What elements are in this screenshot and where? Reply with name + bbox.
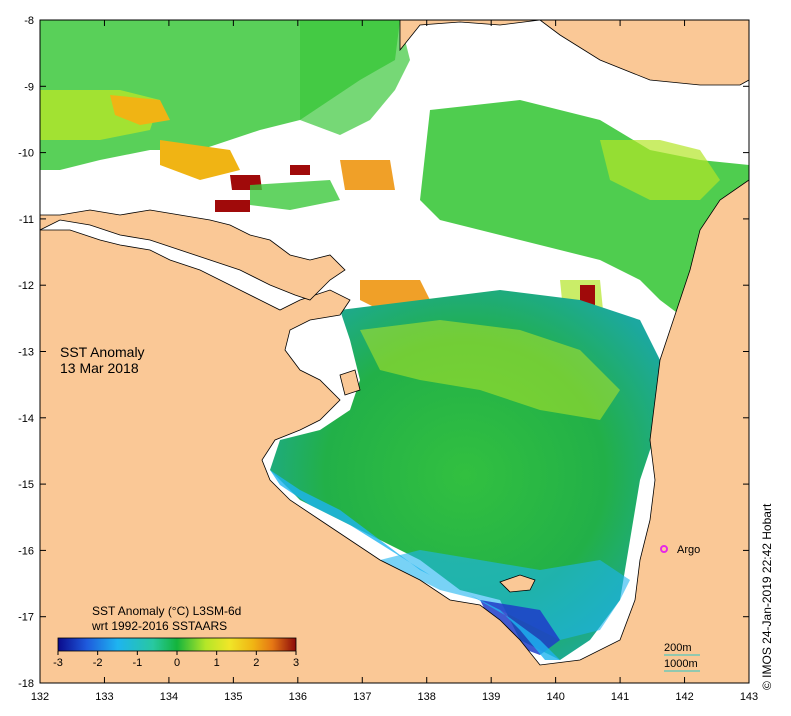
lat-tick-label: -10 xyxy=(18,148,34,160)
colorbar-tick-label: -2 xyxy=(93,657,103,669)
longitude-axis: 132 133 134 135 136 137 138 139 140 141 142 143 xyxy=(31,20,758,703)
colorbar-tick-label: 0 xyxy=(174,657,180,669)
colorbar-tick-label: -3 xyxy=(53,657,63,669)
lon-tick-label: 136 xyxy=(289,691,307,703)
gulf-warm-band xyxy=(360,320,620,420)
lon-tick-label: 140 xyxy=(546,691,564,703)
north-sst-patches xyxy=(40,20,410,212)
map-title-line2: 13 Mar 2018 xyxy=(60,360,139,376)
argo-label: Argo xyxy=(677,544,700,556)
lon-tick-label: 141 xyxy=(611,691,629,703)
contour-legend-1000m: 1000m xyxy=(664,658,698,670)
argo-icon xyxy=(660,545,668,553)
gulf-cool-band xyxy=(380,550,630,640)
lat-tick-label: -15 xyxy=(18,479,34,491)
lon-tick-label: 133 xyxy=(95,691,113,703)
lat-tick-label: -8 xyxy=(24,15,34,27)
land xyxy=(40,20,749,683)
central-sst-field xyxy=(360,100,749,360)
contour-legend-200m: 200m xyxy=(664,642,692,654)
colorbar-tick-label: 1 xyxy=(214,657,220,669)
colorbar-tick-label: -1 xyxy=(132,657,142,669)
colorbar-title-line2: wrt 1992-2016 SSTAARS xyxy=(91,619,227,633)
lat-tick-label: -14 xyxy=(18,413,34,425)
lat-tick-label: -11 xyxy=(19,214,34,226)
lon-tick-label: 135 xyxy=(224,691,242,703)
contour-legend: 200m 1000m xyxy=(664,642,700,672)
colorbar-ticks: -3 -2 -1 0 1 2 3 xyxy=(53,651,299,669)
lat-tick-label: -16 xyxy=(18,545,34,557)
lon-tick-label: 143 xyxy=(740,691,758,703)
map-title-line1: SST Anomaly xyxy=(60,344,145,360)
lon-tick-label: 134 xyxy=(160,691,178,703)
lon-tick-label: 138 xyxy=(418,691,436,703)
lon-tick-label: 137 xyxy=(353,691,371,703)
lat-tick-label: -12 xyxy=(18,280,34,292)
argo-float-marker: Argo xyxy=(660,544,700,556)
lat-tick-label: -9 xyxy=(24,81,34,93)
colorbar-tick-label: 3 xyxy=(293,657,299,669)
colorbar-ramp xyxy=(57,637,297,652)
colorbar: SST Anomaly (°C) L3SM-6d wrt 1992-2016 S… xyxy=(53,604,299,669)
lat-tick-label: -17 xyxy=(18,612,34,624)
colorbar-title-line1: SST Anomaly (°C) L3SM-6d xyxy=(92,604,241,618)
imos-credit: © IMOS 24-Jan-2019 22:42 Hobart xyxy=(760,503,774,690)
coastal-cool-fringe xyxy=(270,470,560,660)
colorbar-tick-label: 2 xyxy=(253,657,259,669)
lat-tick-label: -18 xyxy=(18,678,34,690)
latitude-axis: -8-9-10-11-12-13-14-15-16-17-18 xyxy=(18,15,749,690)
lat-tick-label: -13 xyxy=(18,347,34,359)
lon-tick-label: 132 xyxy=(31,691,49,703)
lon-tick-label: 139 xyxy=(482,691,500,703)
lon-tick-label: 142 xyxy=(675,691,693,703)
